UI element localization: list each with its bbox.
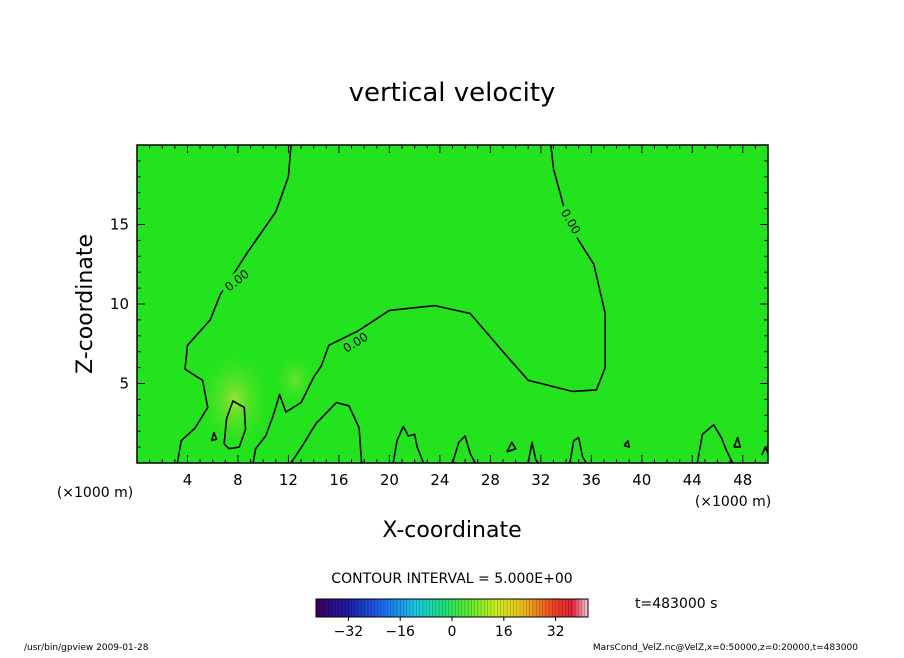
contour-line-8	[527, 441, 539, 463]
x-tick-label: 36	[582, 471, 601, 489]
colorbar-tick-label: 0	[448, 624, 457, 640]
x-tick-label: 28	[481, 471, 500, 489]
contour-line-1	[252, 145, 606, 463]
y-tick-label: 15	[110, 216, 129, 234]
x-axis-label: X-coordinate	[382, 518, 521, 543]
y-tick-label: 5	[119, 375, 129, 393]
colorbar-tick-label: −16	[385, 624, 415, 640]
footer-right: MarsCond_VelZ.nc@VelZ,x=0:50000,z=0:2000…	[593, 643, 858, 653]
contour-line-11	[623, 439, 630, 448]
x-tick-label: 16	[329, 471, 348, 489]
x-tick-label: 12	[279, 471, 298, 489]
x-tick-label: 20	[380, 471, 399, 489]
x-tick-label: 40	[632, 471, 651, 489]
colorbar: −32 −16 0 16 32	[315, 598, 589, 640]
contour-line-2	[290, 401, 363, 463]
colorbar-ticks: −32 −16 0 16 32	[334, 617, 565, 640]
plot-area	[137, 145, 768, 463]
field-anomaly	[270, 350, 320, 410]
contour-line-0	[176, 145, 292, 463]
chart-title: vertical velocity	[349, 78, 556, 108]
contour-line-6	[451, 435, 476, 463]
contour-label-bg	[218, 264, 255, 297]
contour-lines	[176, 145, 768, 463]
y-axis-label: Z-coordinate	[73, 234, 98, 374]
contour-line-3	[223, 400, 247, 450]
contour-line-12	[733, 436, 741, 448]
x-unit-right: (×1000 m)	[695, 494, 771, 510]
x-tick-label: 32	[531, 471, 550, 489]
field-anomaly	[195, 345, 275, 455]
x-unit-left: (×1000 m)	[57, 485, 133, 501]
colorbar-tick-label: 16	[495, 624, 513, 640]
contour-line-10	[696, 424, 734, 463]
x-tick-label: 24	[430, 471, 449, 489]
time-label: t=483000 s	[635, 596, 717, 612]
contour-interval-text: CONTOUR INTERVAL = 5.000E+00	[331, 571, 572, 587]
colorbar-tick-label: 32	[547, 624, 565, 640]
contour-line-9	[569, 436, 587, 463]
contour-label-bg	[556, 203, 586, 240]
x-tick-label: 48	[733, 471, 752, 489]
contour-line-4	[210, 432, 218, 442]
contour-line-7	[506, 441, 517, 453]
contour-line-5	[392, 425, 425, 463]
x-tick-label: 44	[683, 471, 702, 489]
contour-label-bg	[337, 327, 374, 358]
x-tick-label: 8	[233, 471, 243, 489]
colorbar-bands	[318, 599, 586, 617]
x-tick-label: 4	[183, 471, 193, 489]
colorbar-fill	[316, 599, 588, 617]
colorbar-tick-label: −32	[334, 624, 364, 640]
y-tick-label: 10	[110, 295, 129, 313]
footer-left: /usr/bin/gpview 2009-01-28	[24, 643, 149, 653]
